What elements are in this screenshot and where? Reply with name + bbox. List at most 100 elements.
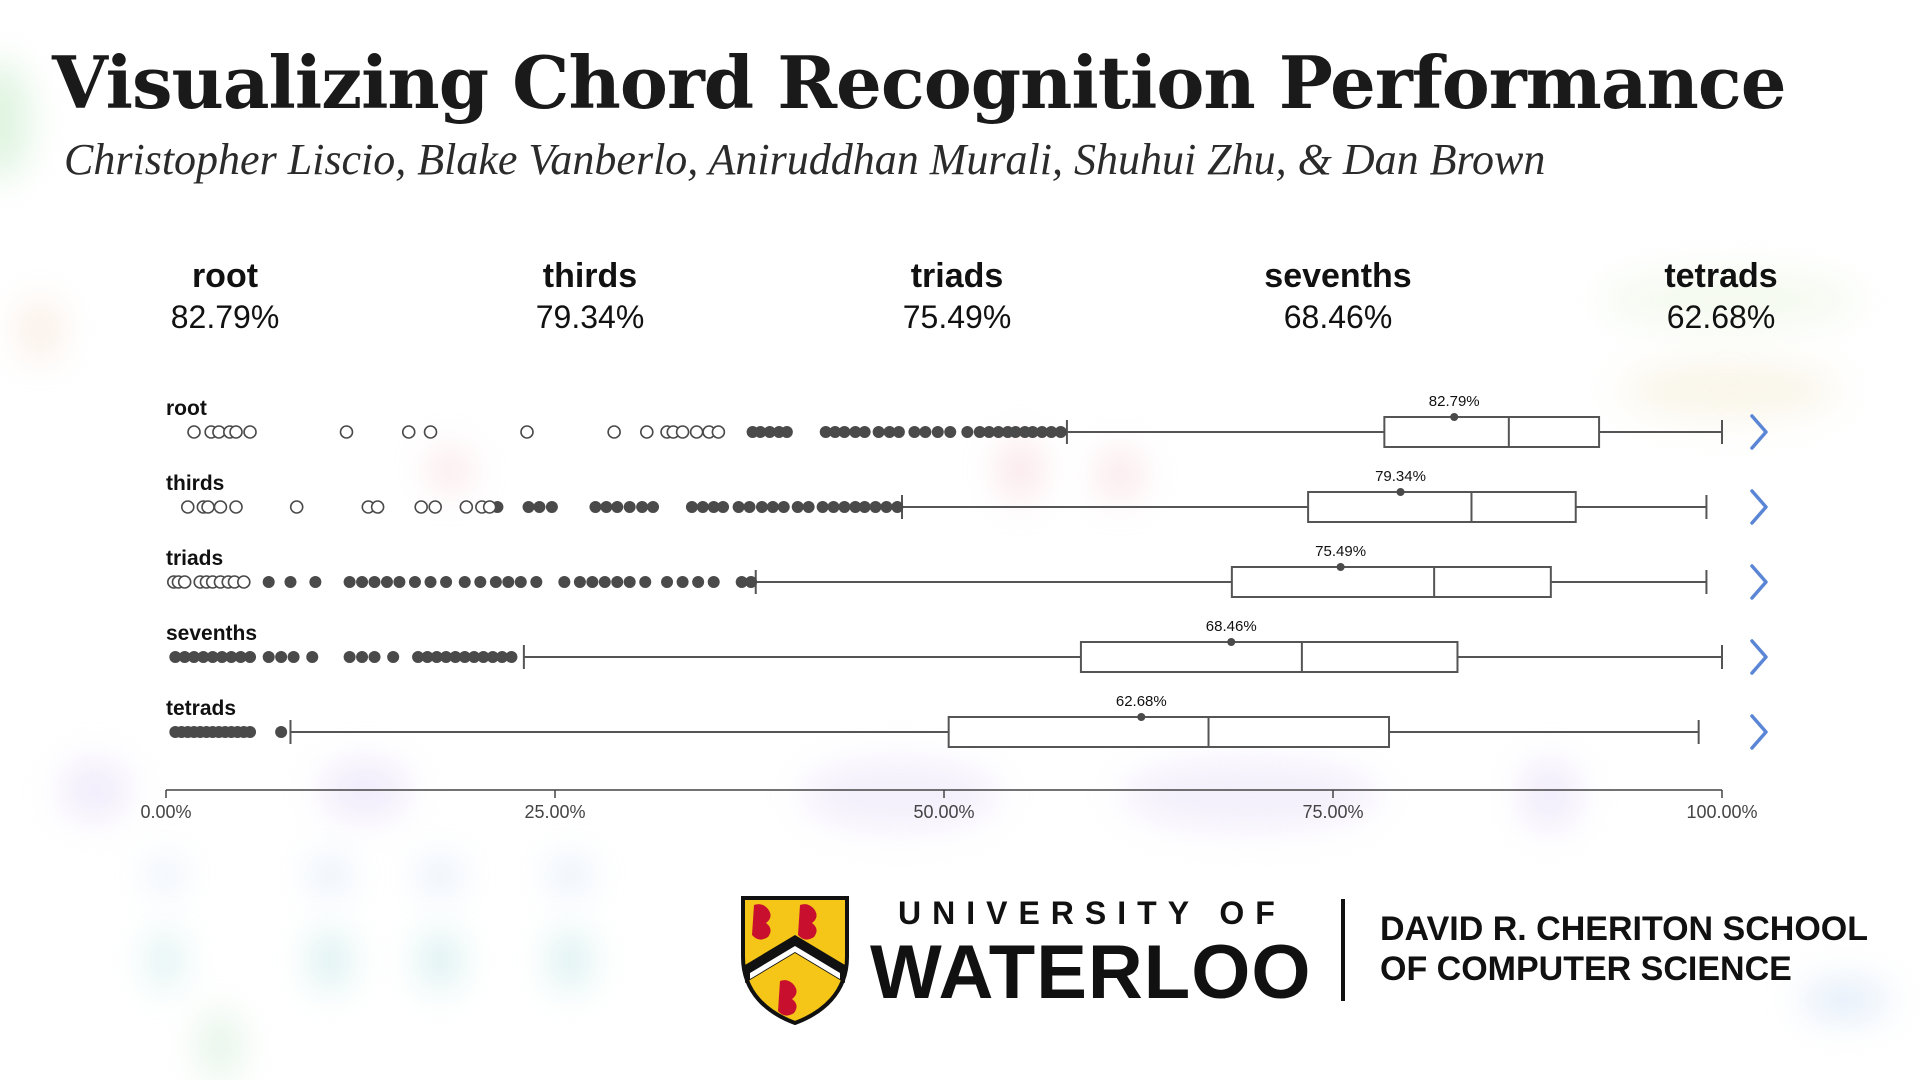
boxplot-row-thirds: thirds 79.34%	[166, 468, 1768, 525]
outlier-point-hollow	[180, 500, 195, 514]
boxplot-chart: root 82.79% thirds 79.34% triads 75.49% sevent…	[140, 393, 1768, 822]
outlier-point	[1045, 426, 1058, 438]
metric-value: 75.49%	[902, 299, 1012, 335]
outlier-point	[611, 501, 624, 513]
outlier-point-hollow	[187, 425, 201, 439]
outlier-point	[262, 651, 275, 663]
metric-sevenths: sevenths 68.46%	[1208, 255, 1468, 337]
outlier-point-hollow	[243, 425, 257, 439]
outlier-point	[623, 501, 636, 513]
iqr-box	[1307, 491, 1577, 523]
metric-triads: triads 75.49%	[827, 255, 1087, 337]
outlier-point	[849, 501, 862, 513]
outlier-point	[486, 651, 499, 663]
outlier-point-hollow	[520, 425, 534, 439]
outlier-point	[284, 576, 297, 588]
iqr-box	[1383, 416, 1601, 448]
outlier-point	[961, 426, 974, 438]
outlier-point	[589, 501, 602, 513]
outlier-point	[275, 651, 288, 663]
outlier-point-hollow	[289, 500, 304, 514]
iqr-box	[1230, 566, 1552, 598]
metric-name: sevenths	[1264, 257, 1412, 295]
outlier-point	[421, 651, 434, 663]
outlier-point	[983, 426, 996, 438]
outlier-point-hollow	[711, 425, 726, 439]
outlier-point-hollow	[459, 500, 474, 514]
chevron-right-icon[interactable]	[1750, 564, 1768, 600]
mean-marker	[1336, 563, 1345, 571]
outlier-point	[1026, 426, 1039, 438]
school-name-line2: OF COMPUTER SCIENCE	[1380, 950, 1792, 988]
outlier-point	[393, 576, 406, 588]
outlier-point	[647, 501, 660, 513]
metric-tetrads: tetrads 62.68%	[1591, 255, 1851, 337]
outlier-point-hollow	[237, 575, 251, 589]
chevron-right-icon[interactable]	[1750, 489, 1768, 525]
chevron-right-icon[interactable]	[1750, 639, 1768, 675]
row-label: triads	[166, 547, 223, 570]
x-tick-label: 75.00%	[1302, 802, 1363, 822]
outlier-point	[197, 651, 210, 663]
outlier-point	[1054, 426, 1067, 438]
metric-value: 82.79%	[170, 299, 280, 335]
x-tick-label: 100.00%	[1686, 802, 1757, 822]
x-tick-label: 25.00%	[524, 802, 585, 822]
outlier-point-hollow	[428, 500, 442, 514]
outlier-point	[639, 576, 652, 588]
outlier-point	[819, 426, 832, 438]
outlier-point	[883, 426, 896, 438]
outlier-point	[502, 576, 515, 588]
outlier-point	[880, 501, 893, 513]
outlier-point	[717, 501, 730, 513]
outlier-point	[931, 426, 944, 438]
outlier-point	[458, 576, 471, 588]
mean-label: 62.68%	[1116, 693, 1167, 710]
outlier-point	[802, 501, 815, 513]
outlier-point-hollow	[401, 425, 416, 439]
school-name: DAVID R. CHERITON SCHOOL OF COMPUTER SCI…	[1380, 909, 1868, 989]
outlier-point	[380, 576, 393, 588]
outlier-point	[892, 426, 905, 438]
outlier-point-hollow	[675, 425, 690, 439]
outlier-point	[169, 651, 182, 663]
outlier-point	[600, 501, 613, 513]
outlier-point	[477, 651, 490, 663]
outlier-point	[777, 501, 790, 513]
boxplot-row-root: root 82.79%	[166, 393, 1768, 450]
outlier-point	[685, 501, 698, 513]
outlier-point	[661, 576, 674, 588]
boxplot-row-triads: triads 75.49%	[166, 543, 1768, 600]
outlier-point	[225, 651, 238, 663]
mean-marker	[1450, 413, 1459, 421]
outlier-point	[234, 651, 247, 663]
outlier-point-hollow	[229, 500, 243, 514]
waterloo-shield-icon	[741, 896, 849, 1026]
outlier-point	[449, 651, 462, 663]
outlier-point	[522, 501, 535, 513]
university-logo: UNIVERSITY OF WATERLOO DAVID R. CHERITON…	[740, 895, 1868, 1030]
outlier-point	[573, 576, 586, 588]
outlier-point	[514, 576, 527, 588]
outlier-point	[849, 426, 862, 438]
chevron-right-icon[interactable]	[1750, 714, 1768, 750]
mean-marker	[1227, 638, 1236, 646]
chevron-right-icon[interactable]	[1750, 414, 1768, 450]
outlier-point	[791, 501, 804, 513]
mean-label: 82.79%	[1429, 393, 1480, 410]
outlier-point-hollow	[607, 425, 621, 439]
mean-label: 75.49%	[1315, 543, 1366, 560]
mean-label: 68.46%	[1206, 618, 1257, 635]
outlier-point	[973, 426, 986, 438]
outlier-point	[206, 651, 219, 663]
x-tick-label: 50.00%	[913, 802, 974, 822]
outlier-point	[707, 576, 720, 588]
outlier-point	[598, 576, 611, 588]
iqr-box	[1079, 641, 1459, 673]
outlier-point	[262, 576, 275, 588]
outlier-point	[489, 576, 502, 588]
outlier-point	[458, 651, 471, 663]
waterloo-wordmark: WATERLOO	[870, 930, 1312, 1015]
outlier-point	[858, 501, 871, 513]
